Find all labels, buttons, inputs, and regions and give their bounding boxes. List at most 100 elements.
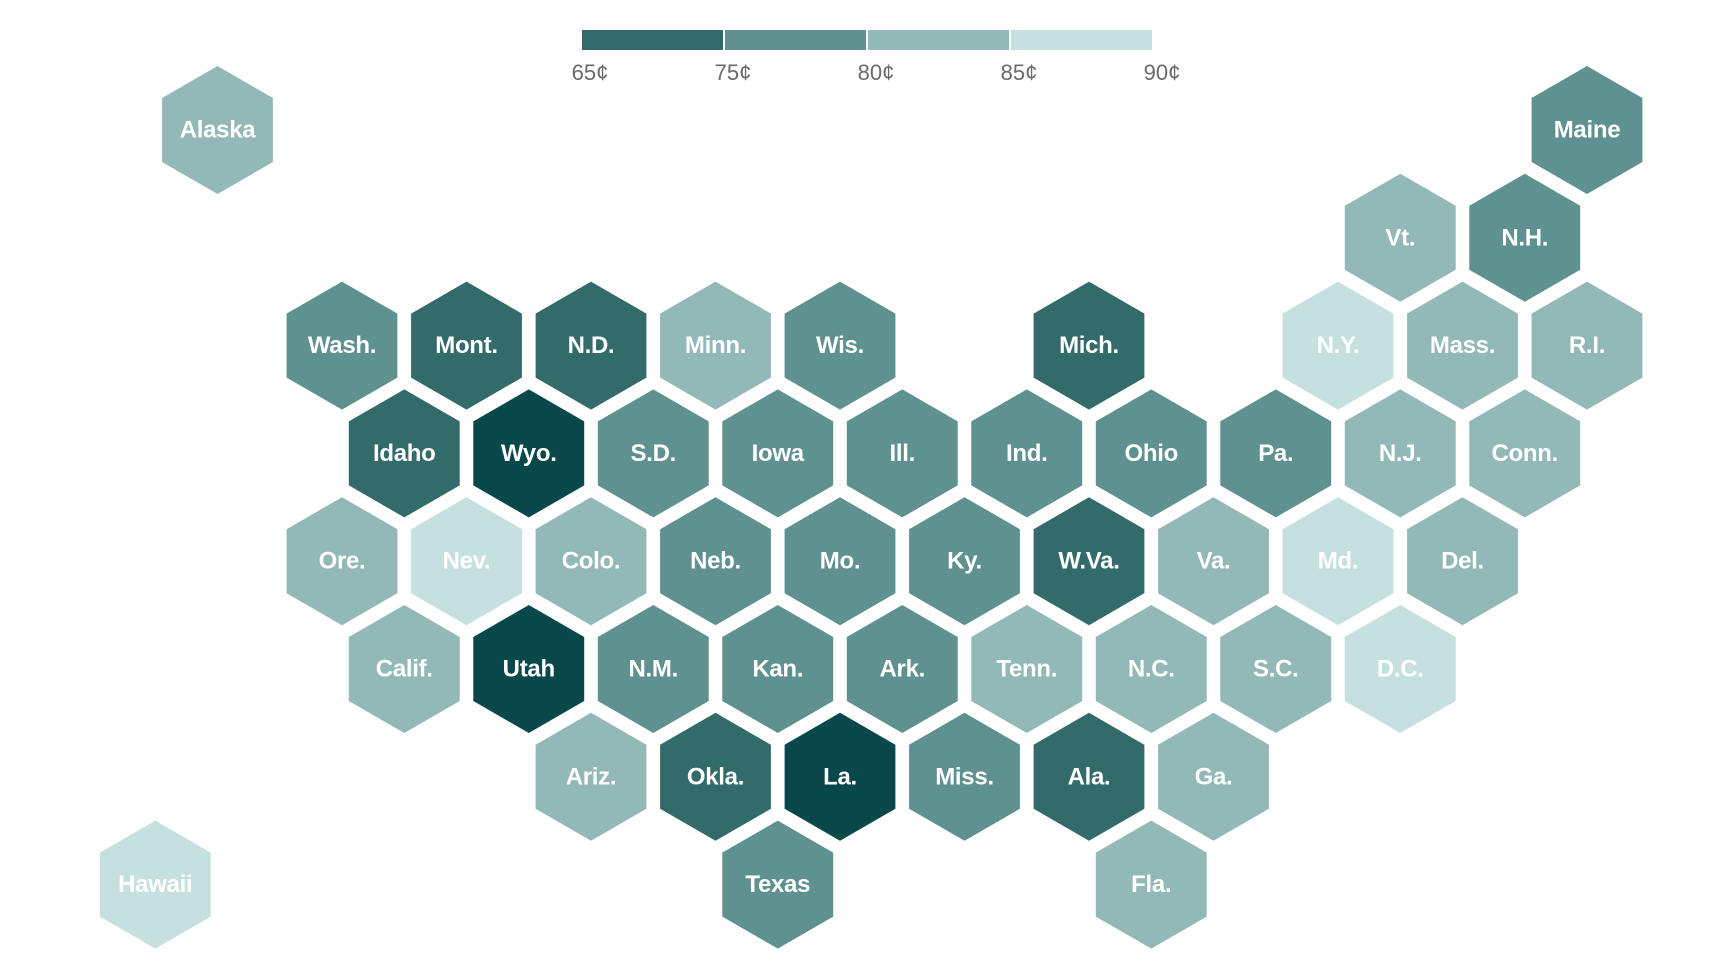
state-hex-idaho[interactable]: Idaho: [348, 389, 460, 518]
hex-tile: [1469, 173, 1581, 302]
hex-tile: [722, 820, 834, 949]
state-hex-n-j[interactable]: N.J.: [1344, 389, 1456, 518]
state-label: Miss.: [935, 763, 994, 790]
state-hex-mass[interactable]: Mass.: [1407, 281, 1518, 410]
state-label: W.Va.: [1058, 548, 1119, 575]
state-hex-s-c[interactable]: S.C.: [1220, 605, 1332, 733]
state-label: Texas: [745, 871, 810, 898]
state-label: Wis.: [816, 332, 864, 359]
state-hex-s-d[interactable]: S.D.: [597, 389, 709, 518]
state-hex-wyo[interactable]: Wyo.: [473, 389, 585, 518]
state-label: Conn.: [1492, 440, 1558, 467]
state-label: Wash.: [308, 332, 376, 359]
legend-tick-label: 75¢: [714, 60, 752, 85]
legend-swatch: [725, 30, 866, 50]
state-hex-conn[interactable]: Conn.: [1469, 389, 1581, 518]
state-hex-md[interactable]: Md.: [1282, 497, 1394, 626]
hex-tile: [1033, 497, 1145, 626]
hex-tile: [286, 497, 398, 626]
state-label: Ky.: [947, 548, 982, 575]
state-hex-n-c[interactable]: N.C.: [1095, 605, 1207, 733]
state-hex-ore[interactable]: Ore.: [286, 497, 398, 626]
state-hex-alaska[interactable]: Alaska: [162, 66, 273, 194]
hex-tile: [1095, 605, 1207, 733]
legend-tick-label: 65¢: [571, 60, 609, 85]
state-hex-va[interactable]: Va.: [1158, 497, 1269, 626]
hex-tile: [660, 497, 771, 626]
state-label: Vt.: [1385, 224, 1415, 251]
state-hex-fla[interactable]: Fla.: [1095, 820, 1207, 949]
hex-tile: [597, 605, 709, 733]
state-hex-ala[interactable]: Ala.: [1033, 712, 1145, 841]
state-label: Mich.: [1059, 332, 1119, 359]
state-hex-ohio[interactable]: Ohio: [1095, 389, 1207, 518]
hex-tile: [348, 605, 460, 733]
state-hex-calif[interactable]: Calif.: [348, 605, 460, 733]
state-hex-pa[interactable]: Pa.: [1220, 389, 1332, 518]
hex-tile: [660, 712, 771, 841]
hex-tile: [1407, 497, 1518, 626]
hex-tile: [535, 712, 647, 841]
state-label: Ga.: [1195, 763, 1233, 790]
state-label: Calif.: [376, 656, 433, 683]
state-hex-la[interactable]: La.: [784, 712, 896, 841]
state-hex-ariz[interactable]: Ariz.: [535, 712, 647, 841]
state-hex-n-d[interactable]: N.D.: [535, 281, 647, 410]
state-hex-n-m[interactable]: N.M.: [597, 605, 709, 733]
hex-tile: [1344, 389, 1456, 518]
state-hex-okla[interactable]: Okla.: [660, 712, 771, 841]
hex-tile: [660, 281, 771, 410]
hex-tile: [971, 389, 1083, 518]
state-hex-mont[interactable]: Mont.: [411, 281, 522, 410]
state-hex-nev[interactable]: Nev.: [411, 497, 522, 626]
state-label: La.: [823, 763, 857, 790]
hex-tile: [1282, 497, 1394, 626]
state-hex-wis[interactable]: Wis.: [784, 281, 896, 410]
state-hex-texas[interactable]: Texas: [722, 820, 834, 949]
state-label: N.H.: [1501, 224, 1548, 251]
state-label: N.J.: [1379, 440, 1422, 467]
state-hex-n-y[interactable]: N.Y.: [1282, 281, 1394, 410]
state-hex-iowa[interactable]: Iowa: [722, 389, 834, 518]
hex-tile: [535, 281, 647, 410]
state-hex-minn[interactable]: Minn.: [660, 281, 771, 410]
state-label: D.C.: [1377, 656, 1424, 683]
hex-tile: [1469, 389, 1581, 518]
state-hex-wash[interactable]: Wash.: [286, 281, 398, 410]
state-hex-ark[interactable]: Ark.: [846, 605, 958, 733]
state-label: Ark.: [880, 656, 926, 683]
state-hex-maine[interactable]: Maine: [1531, 66, 1643, 194]
hex-tile: [1344, 173, 1456, 302]
state-hex-utah[interactable]: Utah: [473, 605, 585, 733]
color-legend: 65¢ 75¢ 80¢ 85¢ 90¢: [0, 0, 1721, 100]
state-hex-ind[interactable]: Ind.: [971, 389, 1083, 518]
hex-tile: [909, 497, 1020, 626]
state-label: S.C.: [1253, 656, 1298, 683]
hex-tile: [784, 281, 896, 410]
state-hex-del[interactable]: Del.: [1407, 497, 1518, 626]
state-hex-neb[interactable]: Neb.: [660, 497, 771, 626]
state-hex-d-c[interactable]: D.C.: [1344, 605, 1456, 733]
state-hex-w-va[interactable]: W.Va.: [1033, 497, 1145, 626]
state-label: Ala.: [1068, 763, 1111, 790]
state-label: Md.: [1318, 548, 1358, 575]
state-hex-ga[interactable]: Ga.: [1158, 712, 1269, 841]
hex-tile: [784, 712, 896, 841]
state-hex-n-h[interactable]: N.H.: [1469, 173, 1581, 302]
state-label: Colo.: [562, 548, 621, 575]
state-label: Okla.: [687, 763, 744, 790]
state-hex-mo[interactable]: Mo.: [784, 497, 896, 626]
state-hex-r-i[interactable]: R.I.: [1531, 281, 1643, 410]
state-label: Tenn.: [996, 656, 1057, 683]
state-hex-vt[interactable]: Vt.: [1344, 173, 1456, 302]
state-hex-kan[interactable]: Kan.: [722, 605, 834, 733]
state-hex-mich[interactable]: Mich.: [1033, 281, 1145, 410]
state-hex-miss[interactable]: Miss.: [909, 712, 1020, 841]
state-hex-hawaii[interactable]: Hawaii: [99, 820, 211, 949]
state-hex-ill[interactable]: Ill.: [846, 389, 958, 518]
state-hex-ky[interactable]: Ky.: [909, 497, 1020, 626]
state-hex-colo[interactable]: Colo.: [535, 497, 647, 626]
hex-tile: [1095, 389, 1207, 518]
state-hex-tenn[interactable]: Tenn.: [971, 605, 1083, 733]
